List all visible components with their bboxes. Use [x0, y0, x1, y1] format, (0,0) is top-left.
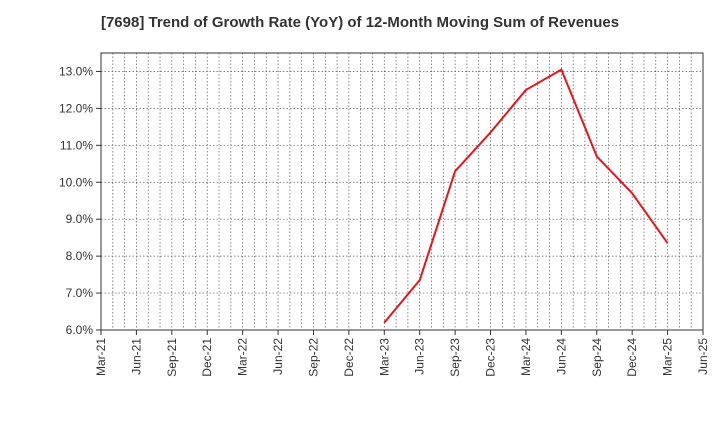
x-tick-label: Mar-24	[519, 338, 533, 376]
chart-title: [7698] Trend of Growth Rate (YoY) of 12-…	[100, 14, 620, 31]
x-tick-label: Dec-22	[342, 338, 356, 377]
series-layer	[383, 68, 669, 324]
x-axis-ticks: Mar-21 Jun-21 Sep-21 Dec-21 Mar-22 Jun-22 Sep-…	[94, 330, 710, 377]
x-tick-label: Sep-24	[590, 338, 604, 377]
y-tick-label: 7.0%	[66, 286, 94, 300]
x-tick-label: Dec-21	[200, 338, 214, 377]
x-tick-label: Sep-23	[448, 338, 462, 377]
x-tick-label: Mar-23	[377, 338, 391, 376]
x-tick-label: Jun-25	[696, 338, 710, 375]
y-tick-label: 8.0%	[66, 249, 94, 263]
y-tick-label: 6.0%	[66, 323, 94, 337]
y-tick-label: 12.0%	[59, 101, 93, 115]
y-tick-label: 13.0%	[59, 64, 93, 78]
grid-layer	[101, 53, 703, 331]
x-tick-label: Sep-22	[306, 338, 320, 377]
plot-frame	[100, 52, 704, 331]
x-tick-label: Sep-21	[165, 338, 179, 377]
x-tick-label: Dec-24	[625, 338, 639, 377]
x-tick-label: Jun-23	[413, 338, 427, 375]
y-tick-label: 10.0%	[59, 175, 93, 189]
x-tick-label: Dec-23	[484, 338, 498, 377]
x-tick-label: Mar-22	[236, 338, 250, 376]
x-tick-label: Mar-21	[94, 338, 108, 376]
x-tick-label: Mar-25	[661, 338, 675, 376]
x-tick-label: Jun-22	[271, 338, 285, 375]
y-axis-ticks: 6.0% 7.0% 8.0% 9.0% 10.0% 11.0% 12.0% 13.0%	[59, 64, 101, 337]
x-tick-label: Jun-21	[129, 338, 143, 375]
y-tick-label: 9.0%	[66, 212, 94, 226]
y-tick-label: 11.0%	[60, 138, 93, 152]
x-tick-label: Jun-24	[554, 338, 568, 375]
